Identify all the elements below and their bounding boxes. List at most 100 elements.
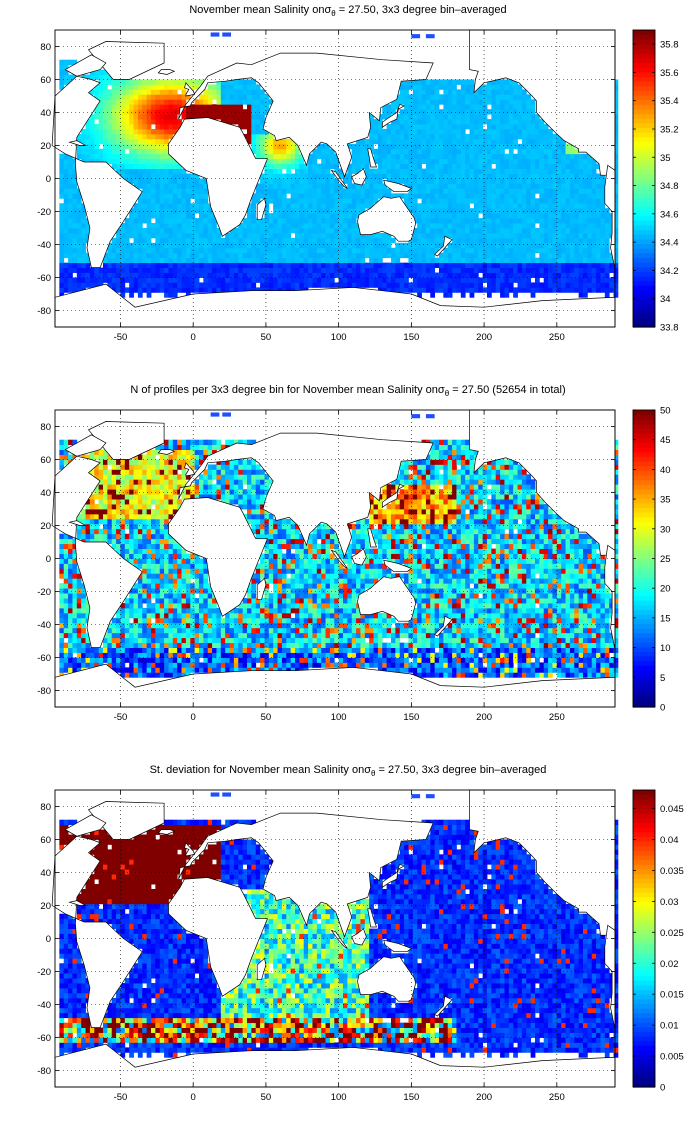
heatmap-cell	[190, 228, 196, 234]
heatmap-cell	[146, 553, 152, 559]
heatmap-cell	[281, 148, 287, 155]
heatmap-cell	[72, 543, 78, 549]
heatmap-cell	[124, 637, 130, 644]
heatmap-cell	[225, 267, 230, 273]
heatmap-cell	[199, 287, 204, 293]
heatmap-cell	[600, 218, 606, 224]
heatmap-cell	[159, 603, 165, 609]
heatmap-cell	[225, 84, 230, 90]
heatmap-cell	[120, 667, 126, 673]
heatmap-cell	[85, 119, 91, 125]
heatmap-cell	[155, 484, 161, 490]
heatmap-cell	[146, 504, 152, 510]
heatmap-cell	[583, 168, 588, 174]
heatmap-cell	[569, 282, 575, 288]
heatmap-cell	[98, 138, 104, 145]
heatmap-cell	[356, 282, 361, 288]
heatmap-cell	[430, 237, 436, 244]
heatmap-cell	[111, 282, 117, 288]
heatmap-cell	[473, 242, 479, 249]
heatmap-cell	[561, 223, 566, 229]
heatmap-cell	[177, 203, 182, 209]
heatmap-cell	[334, 203, 340, 209]
heatmap-cell	[137, 662, 143, 668]
heatmap-cell	[137, 232, 143, 239]
heatmap-cell	[133, 237, 139, 244]
heatmap-cell	[94, 528, 100, 535]
heatmap-cell	[129, 109, 134, 115]
heatmap-cell	[137, 593, 143, 599]
heatmap-cell	[120, 99, 126, 105]
heatmap-cell	[281, 252, 287, 259]
heatmap-cell	[295, 143, 300, 150]
heatmap-cell	[556, 242, 562, 249]
heatmap-cell	[569, 267, 575, 273]
heatmap-cell	[399, 173, 405, 179]
heatmap-cell	[500, 129, 505, 135]
heatmap-cell	[268, 247, 274, 254]
heatmap-cell	[133, 617, 139, 624]
heatmap-cell	[421, 257, 427, 264]
heatmap-cell	[591, 178, 597, 184]
heatmap-cell	[316, 252, 322, 259]
heatmap-cell	[391, 247, 396, 254]
heatmap-cell	[377, 158, 383, 165]
heatmap-cell	[373, 168, 379, 174]
heatmap-cell	[151, 183, 156, 189]
heatmap-cell	[456, 163, 462, 169]
heatmap-cell	[530, 252, 536, 259]
heatmap-cell	[129, 499, 134, 505]
heatmap-cell	[190, 223, 196, 229]
heatmap-cell	[351, 153, 357, 160]
heatmap-cell	[360, 272, 366, 278]
heatmap-cell	[107, 109, 113, 115]
heatmap-cell	[107, 158, 113, 165]
heatmap-cell	[517, 143, 523, 150]
heatmap-cell	[439, 119, 444, 125]
heatmap-cell	[59, 612, 65, 619]
heatmap-cell	[94, 647, 100, 653]
heatmap-cell	[124, 228, 130, 234]
heatmap-cell	[482, 133, 488, 140]
heatmap-cell	[85, 228, 91, 234]
heatmap-cell	[473, 143, 479, 150]
heatmap-cell	[556, 133, 562, 140]
heatmap-cell	[116, 272, 121, 278]
heatmap-cell	[268, 198, 274, 204]
heatmap-cell	[107, 89, 113, 95]
heatmap-cell	[574, 188, 580, 194]
heatmap-cell	[369, 133, 374, 140]
heatmap-cell	[85, 513, 91, 520]
heatmap-cell	[491, 153, 497, 160]
heatmap-cell	[430, 84, 436, 90]
heatmap-cell	[98, 484, 104, 490]
heatmap-cell	[81, 232, 86, 239]
heatmap-cell	[425, 193, 431, 199]
heatmap-cell	[72, 208, 78, 214]
heatmap-cell	[72, 632, 78, 639]
heatmap-cell	[155, 247, 161, 254]
heatmap-cell	[151, 129, 156, 135]
heatmap-cell	[151, 99, 156, 105]
heatmap-cell	[151, 558, 156, 564]
heatmap-cell	[487, 232, 492, 239]
heatmap-cell	[408, 133, 414, 140]
heatmap-cell	[548, 178, 553, 184]
heatmap-cell	[299, 267, 305, 273]
heatmap-cell	[120, 79, 126, 85]
heatmap-cell	[159, 183, 165, 189]
heatmap-cell	[116, 513, 121, 520]
heatmap-cell	[146, 548, 152, 554]
heatmap-cell	[190, 84, 196, 90]
heatmap-cell	[199, 114, 204, 120]
profile-count-map-chart: -50 0 50 100 150 200 250806040200-20-40-60-805…	[37, 406, 670, 724]
heatmap-cell	[613, 282, 619, 288]
heatmap-cell	[456, 287, 462, 293]
heatmap-cell	[151, 538, 156, 545]
heatmap-cell	[203, 104, 209, 110]
heatmap-cell	[98, 454, 104, 460]
heatmap-cell	[116, 237, 121, 244]
heatmap-cell	[517, 287, 523, 293]
heatmap-cell	[469, 267, 475, 273]
heatmap-cell	[521, 198, 527, 204]
